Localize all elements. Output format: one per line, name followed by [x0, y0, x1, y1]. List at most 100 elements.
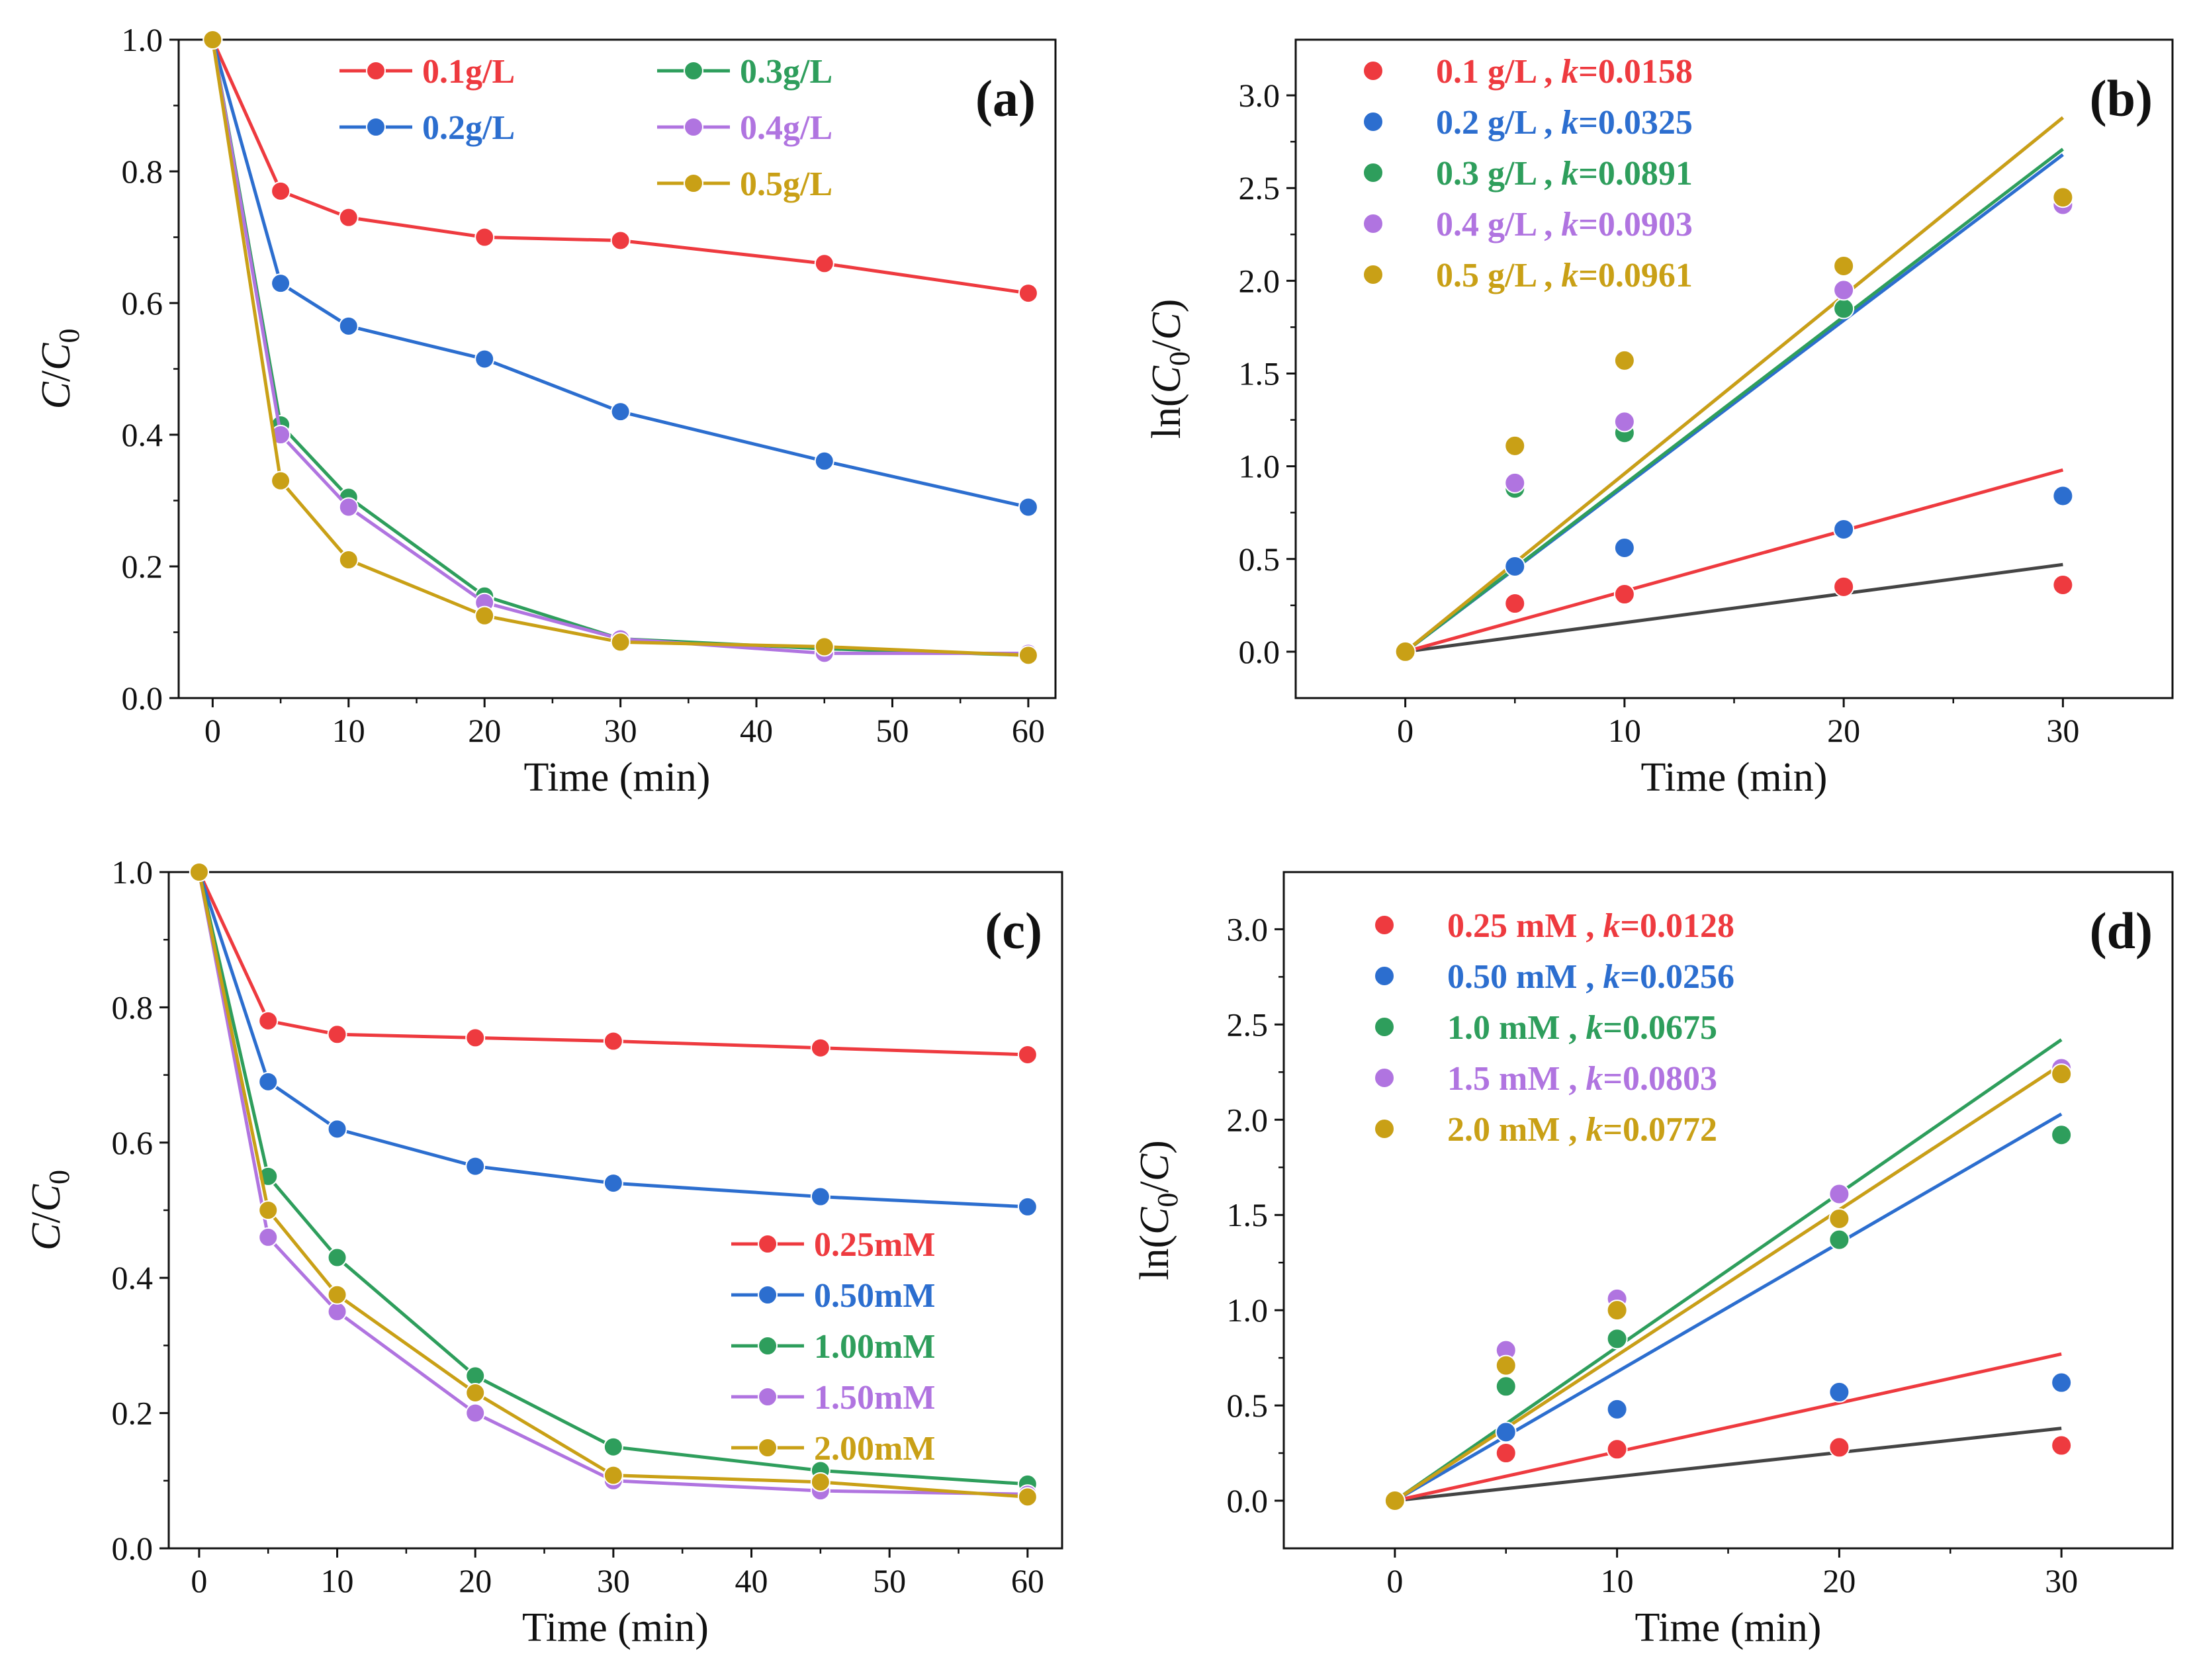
x-tick-label: 40 — [735, 1562, 768, 1599]
series-line-0.25mM — [197, 871, 1028, 1057]
legend-swatch-marker — [1374, 965, 1395, 987]
legend-k-value: =0.0325 — [1578, 104, 1693, 142]
legend-k-symbol: k — [1561, 257, 1578, 294]
data-point — [1833, 298, 1855, 320]
panel-b: 0 10 20 30 0.0 0.5 1.0 1.5 2.0 2.5 3.0 Time (min) ln… — [1144, 38, 2174, 800]
legend-swatch-marker — [758, 1285, 778, 1305]
legend-conc: 1.5 mM , — [1447, 1060, 1586, 1098]
legend-k-symbol: k — [1603, 907, 1620, 945]
legend-item: 0.50 mM , k=0.0256 — [1374, 958, 1734, 996]
baseline-fit-line — [1405, 562, 2063, 654]
panel-label: (a) — [975, 69, 1036, 127]
panel-d: 0 10 20 30 0.0 0.5 1.0 1.5 2.0 2.5 3.0 Time (min) ln… — [1132, 871, 2174, 1650]
legend-swatch-marker — [366, 61, 386, 81]
x-tick-label: 30 — [604, 712, 637, 749]
data-point — [258, 1227, 279, 1247]
legend-label: 1.00mM — [814, 1328, 935, 1366]
data-point — [2052, 485, 2074, 507]
legend-swatch-marker — [758, 1438, 778, 1458]
data-point — [1018, 497, 1038, 517]
legend-k-value: =0.0891 — [1578, 155, 1693, 193]
legend-label: 0.50mM — [814, 1277, 935, 1315]
series-line-0.3g/L — [210, 39, 1028, 657]
data-point — [1495, 1376, 1517, 1397]
data-point — [1606, 1398, 1628, 1420]
data-point — [1018, 645, 1038, 666]
legend-k-value: =0.0772 — [1603, 1111, 1717, 1149]
data-point — [1833, 518, 1855, 540]
legend: 0.25mM 0.50mM 1.00mM 1.50mM 2.00mM — [731, 1226, 935, 1468]
data-point — [189, 862, 209, 882]
data-point — [603, 1437, 623, 1457]
legend-k-symbol: k — [1586, 1009, 1603, 1047]
data-point — [271, 470, 291, 491]
legend-item: 2.00mM — [731, 1430, 935, 1468]
y-tick-label: 1.5 — [1227, 1196, 1269, 1233]
data-point — [814, 637, 834, 657]
data-point — [1504, 593, 1526, 615]
legend-item: 1.0 mM , k=0.0675 — [1374, 1009, 1717, 1047]
data-point — [1504, 472, 1526, 494]
fit-line — [1394, 1352, 2062, 1503]
y-tick-label: 2.0 — [1227, 1101, 1269, 1138]
legend-conc: 2.0 mM , — [1447, 1111, 1586, 1149]
legend-swatch-marker — [1363, 213, 1384, 234]
y-tick-label: 2.5 — [1227, 1006, 1269, 1043]
y-tick-label: 1.0 — [112, 854, 154, 891]
data-point — [271, 425, 291, 445]
data-point — [814, 451, 834, 471]
data-point — [603, 1465, 623, 1485]
y-tick-label: 3.0 — [1239, 77, 1280, 114]
legend: 0.25 mM , k=0.0128 0.50 mM , k=0.0256 1.0 … — [1374, 907, 1734, 1149]
plot-frame — [177, 38, 1057, 699]
data-point — [810, 1038, 830, 1058]
legend: 0.1g/L 0.2g/L 0.3g/L 0.4g/L 0.5g/L — [339, 53, 832, 203]
legend-swatch-marker — [1374, 1067, 1395, 1088]
legend-label: 0.3 g/L , k=0.0891 — [1436, 155, 1693, 193]
x-axis-title: Time (min) — [524, 755, 711, 800]
legend-label: 0.3g/L — [740, 53, 832, 91]
legend-label: 0.2g/L — [422, 109, 515, 147]
panel-label: (d) — [2090, 902, 2153, 959]
x-tick-label: 40 — [740, 712, 773, 749]
legend-conc: 0.3 g/L , — [1436, 155, 1561, 193]
y-tick-label: 0.0 — [1239, 633, 1280, 670]
legend-k-value: =0.0675 — [1603, 1009, 1717, 1047]
legend-conc: 0.50 mM , — [1447, 958, 1603, 996]
y-tick-label: 0.4 — [122, 416, 163, 453]
data-point — [465, 1403, 486, 1423]
data-point — [1018, 283, 1038, 304]
y-axis-title: C/C0 — [24, 1170, 75, 1251]
y-tick-label: 2.0 — [1239, 262, 1280, 299]
legend-item: 0.25 mM , k=0.0128 — [1374, 907, 1734, 945]
legend-item: 0.4 g/L , k=0.0903 — [1363, 206, 1693, 243]
legend-k-value: =0.0903 — [1578, 206, 1693, 243]
legend-label: 2.00mM — [814, 1430, 935, 1468]
series-line-0.2g/L — [210, 39, 1029, 509]
y-tick-label: 1.0 — [1239, 448, 1280, 485]
x-tick-label: 20 — [1822, 1562, 1856, 1599]
x-tick-label: 60 — [1012, 712, 1045, 749]
legend-k-symbol: k — [1561, 104, 1578, 142]
data-point — [1613, 537, 1635, 558]
data-point — [2051, 1063, 2073, 1085]
legend-item: 2.0 mM , k=0.0772 — [1374, 1111, 1717, 1149]
data-point — [1384, 1490, 1406, 1512]
legend-item: 0.50mM — [731, 1277, 935, 1315]
legend-item: 0.4g/L — [657, 109, 832, 147]
data-point — [327, 1024, 347, 1045]
legend-swatch-marker — [758, 1234, 778, 1254]
data-point — [1828, 1208, 1850, 1229]
baseline-fit-line — [1394, 1427, 2062, 1503]
data-point — [258, 1200, 279, 1220]
x-tick-label: 0 — [1397, 712, 1413, 749]
legend-conc: 0.5 g/L , — [1436, 257, 1561, 294]
data-point — [1613, 584, 1635, 605]
data-point — [1504, 556, 1526, 577]
legend-item: 0.1 g/L , k=0.0158 — [1363, 53, 1693, 91]
y-tick-label: 0.0 — [122, 680, 163, 717]
legend-item: 0.5g/L — [657, 165, 832, 203]
data-point — [338, 550, 359, 570]
panel-a: 0 10 20 30 40 50 60 0.0 0.2 0.4 0.6 0.8 1.0 Time (min… — [34, 21, 1057, 800]
